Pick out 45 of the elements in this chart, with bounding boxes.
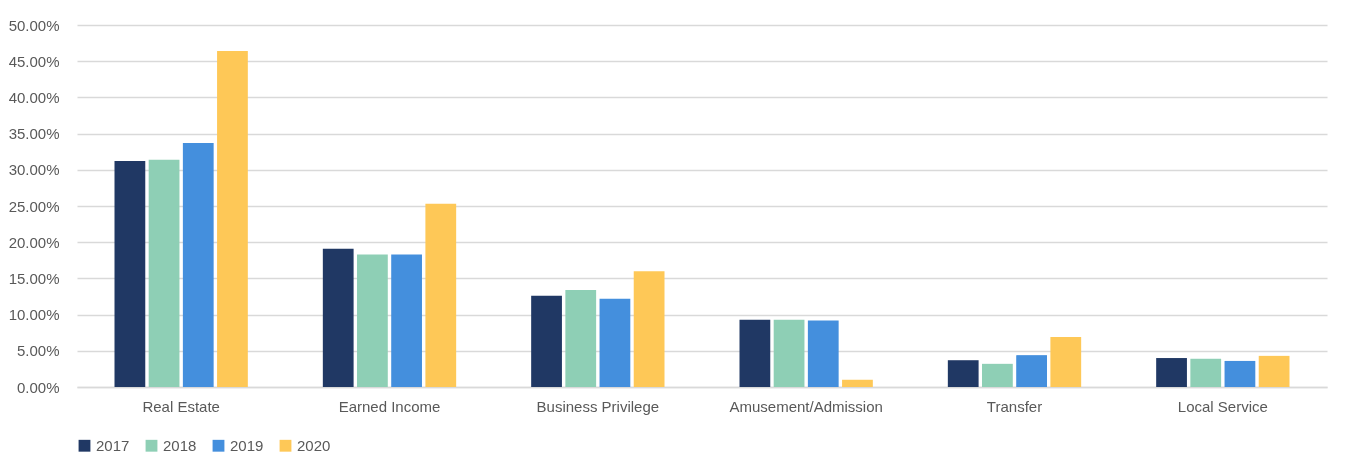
bar [1190, 358, 1222, 387]
legend-label: 2019 [230, 436, 264, 454]
bar [599, 298, 631, 387]
bar [1016, 355, 1047, 387]
legend-label: 2017 [96, 436, 130, 454]
bar [1156, 358, 1187, 387]
y-tick-label: 5.00% [16, 342, 60, 360]
bar [425, 203, 457, 387]
bar [633, 271, 665, 387]
x-tick-label: Amusement/Admission [729, 397, 883, 415]
x-tick-label: Business Privilege [536, 397, 660, 415]
bar [357, 254, 388, 387]
bar [1258, 355, 1290, 387]
bar [842, 379, 873, 387]
bar [1224, 360, 1256, 387]
bar [947, 360, 979, 387]
x-tick-label: Local Service [1177, 397, 1268, 415]
y-tick-label: 25.00% [8, 197, 60, 215]
bar [1050, 337, 1082, 387]
bar [182, 143, 214, 387]
bar [217, 51, 248, 387]
y-tick-label: 50.00% [8, 16, 60, 34]
legend-label: 2020 [297, 436, 331, 454]
bar [773, 319, 805, 387]
y-tick-label: 0.00% [16, 378, 60, 396]
x-tick-label: Real Estate [142, 397, 220, 415]
y-tick-label: 20.00% [8, 233, 60, 251]
x-tick-label: Transfer [986, 397, 1043, 415]
bar [982, 363, 1013, 387]
y-tick-label: 30.00% [8, 161, 60, 179]
bar [565, 289, 597, 387]
x-tick-label: Earned Income [338, 397, 441, 415]
bar [114, 161, 146, 387]
y-tick-label: 40.00% [8, 88, 60, 106]
legend-label: 2018 [163, 436, 197, 454]
bar [531, 295, 562, 387]
y-tick-label: 15.00% [8, 269, 60, 287]
y-tick-label: 35.00% [8, 125, 60, 143]
y-tick-label: 10.00% [8, 306, 60, 324]
bar [391, 254, 422, 387]
bar [322, 248, 354, 387]
y-tick-label: 45.00% [8, 52, 60, 70]
bar [807, 320, 839, 387]
bar [739, 319, 771, 387]
bar [148, 159, 180, 387]
